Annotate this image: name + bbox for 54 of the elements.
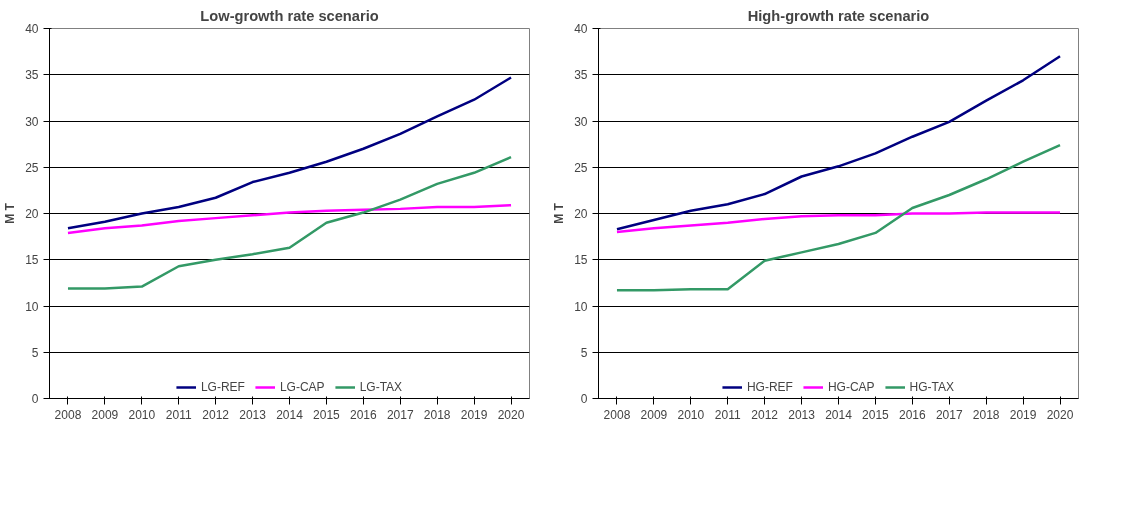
legend-label: HG-CAP	[827, 380, 875, 394]
x-tick-label: 2020	[1046, 407, 1074, 422]
legend-label: LG-REF	[200, 380, 245, 394]
x-tick-label: 2012	[202, 407, 230, 422]
legend-label: LG-TAX	[359, 380, 403, 394]
y-tick-label: 20	[25, 207, 39, 221]
x-tick-label: 2008	[603, 407, 631, 422]
y-tick-label: 10	[574, 299, 588, 314]
y-axis-title: M T	[552, 202, 567, 224]
y-tick-label: 20	[574, 207, 588, 221]
y-tick-label: 25	[574, 160, 588, 175]
legend-label: HG-REF	[746, 380, 793, 394]
y-tick-label: 0	[31, 392, 39, 406]
x-tick-label: 2008	[54, 407, 82, 422]
x-tick-label: 2012	[751, 407, 779, 422]
x-tick-label: 2018	[423, 407, 451, 422]
x-tick-label: 2011	[714, 407, 741, 422]
x-tick-label: 2016	[899, 407, 927, 422]
y-tick-label: 10	[25, 299, 39, 314]
legend-label: HG-TAX	[909, 380, 955, 394]
x-tick-label: 2019	[1009, 407, 1037, 422]
y-tick-label: 40	[25, 22, 39, 36]
x-tick-label: 2009	[640, 407, 668, 422]
y-tick-label: 15	[25, 253, 39, 268]
x-tick-label: 2015	[313, 407, 341, 422]
y-tick-label: 30	[574, 114, 588, 129]
x-tick-label: 2014	[276, 407, 304, 422]
x-tick-label: 2009	[91, 407, 119, 422]
x-tick-label: 2020	[497, 407, 525, 422]
x-tick-label: 2017	[386, 407, 414, 422]
y-tick-label: 0	[580, 392, 588, 406]
x-tick-label: 2018	[972, 407, 1000, 422]
chart-title: Low-growth rate scenario	[200, 7, 379, 24]
chart-title: High-growth rate scenario	[747, 7, 930, 24]
y-tick-label: 5	[580, 345, 588, 360]
x-tick-label: 2014	[825, 407, 853, 422]
y-axis-title: M T	[3, 202, 18, 224]
x-tick-label: 2010	[677, 407, 705, 422]
x-tick-label: 2015	[862, 407, 890, 422]
x-tick-label: 2011	[165, 407, 192, 422]
x-tick-label: 2016	[350, 407, 378, 422]
y-tick-label: 35	[25, 68, 39, 83]
y-tick-label: 5	[31, 345, 39, 360]
legend-label: LG-CAP	[279, 380, 325, 394]
x-tick-label: 2019	[460, 407, 488, 422]
x-tick-label: 2010	[128, 407, 156, 422]
y-tick-label: 30	[25, 114, 39, 129]
x-tick-label: 2017	[935, 407, 963, 422]
y-tick-label: 25	[25, 160, 39, 175]
y-tick-label: 15	[574, 253, 588, 268]
y-tick-label: 40	[574, 22, 588, 36]
y-tick-label: 35	[574, 68, 588, 83]
x-tick-label: 2013	[788, 407, 816, 422]
x-tick-label: 2013	[239, 407, 267, 422]
